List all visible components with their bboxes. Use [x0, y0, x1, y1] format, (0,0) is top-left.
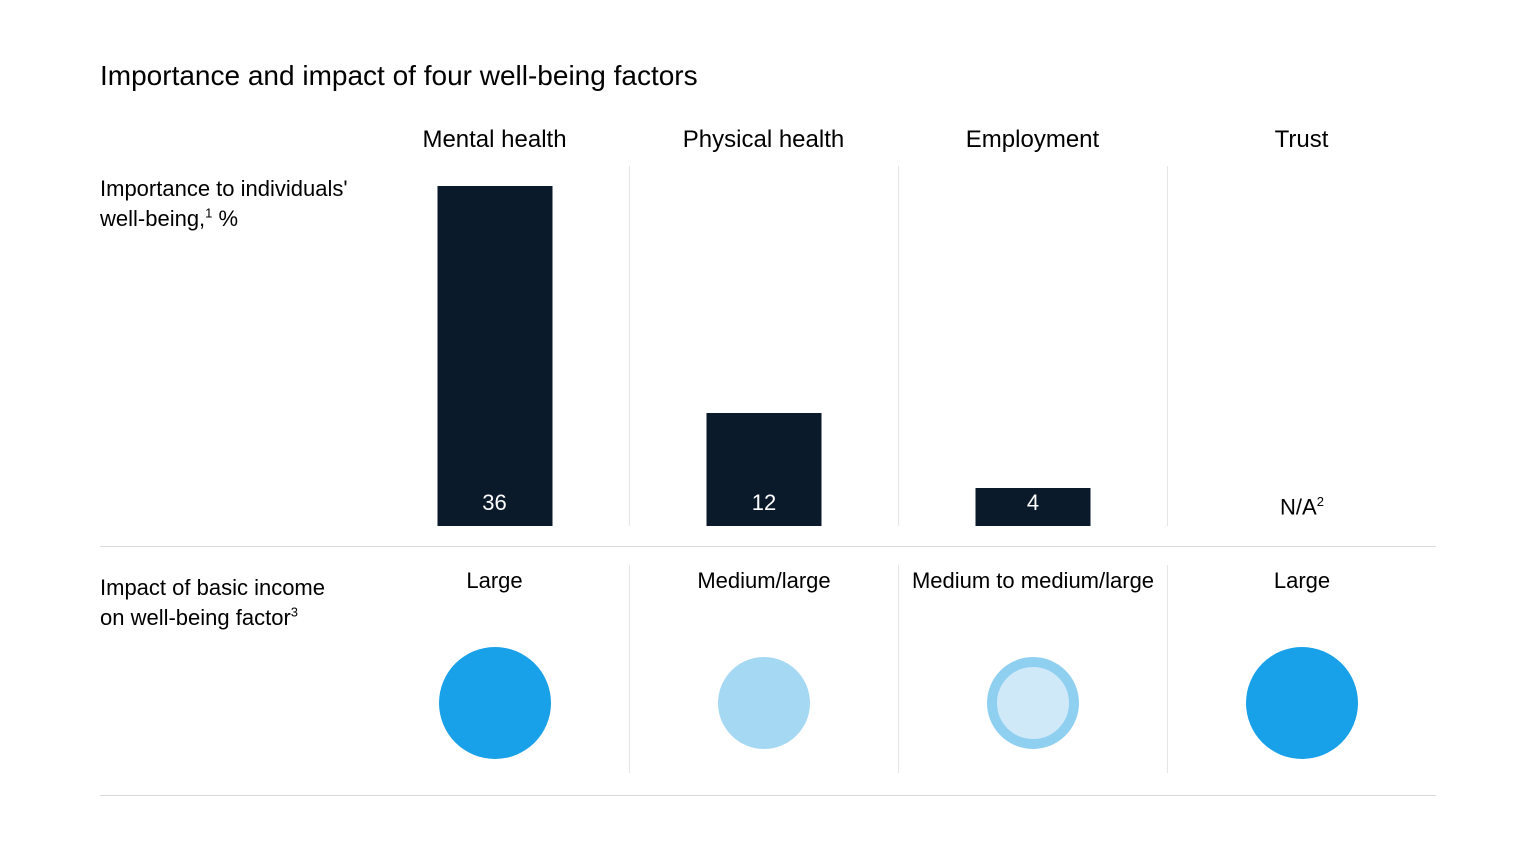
impact-label: Medium/large [630, 567, 898, 625]
bar-value-label: 4 [1027, 490, 1039, 526]
impact-label: Medium to medium/large [899, 567, 1167, 625]
chart-grid: Mental health Physical health Employment… [100, 122, 1436, 796]
row-label-impact: Impact of basic income on well-being fac… [100, 565, 360, 773]
bar-value-label: 36 [482, 490, 506, 526]
bar-value-label: 12 [752, 490, 776, 526]
row-divider [100, 795, 1436, 796]
impact-cell: Medium/large [629, 565, 898, 773]
impact-cell: Large [360, 565, 629, 773]
impact-cell: Large [1167, 565, 1436, 773]
column-header: Employment [898, 122, 1167, 166]
impact-circle [718, 657, 810, 749]
impact-label: Large [360, 567, 629, 625]
bar-cell: 12 [629, 166, 898, 526]
impact-cell: Medium to medium/large [898, 565, 1167, 773]
impact-circle [987, 657, 1079, 749]
bar-cell: 4 [898, 166, 1167, 526]
column-header: Trust [1167, 122, 1436, 166]
column-header: Physical health [629, 122, 898, 166]
bar-cell: N/A2 [1167, 166, 1436, 526]
bar: 36 [437, 186, 552, 526]
bar-cell: 36 [360, 166, 629, 526]
row-divider [100, 546, 1436, 547]
impact-circle [439, 647, 551, 759]
na-label: N/A2 [1168, 494, 1436, 520]
impact-label: Large [1168, 567, 1436, 625]
column-header: Mental health [360, 122, 629, 166]
impact-circle [1246, 647, 1358, 759]
bar: 12 [707, 413, 822, 526]
bar: 4 [976, 488, 1091, 526]
row-label-importance: Importance to individuals' well-being,1 … [100, 166, 360, 526]
chart-title: Importance and impact of four well-being… [100, 60, 1436, 92]
